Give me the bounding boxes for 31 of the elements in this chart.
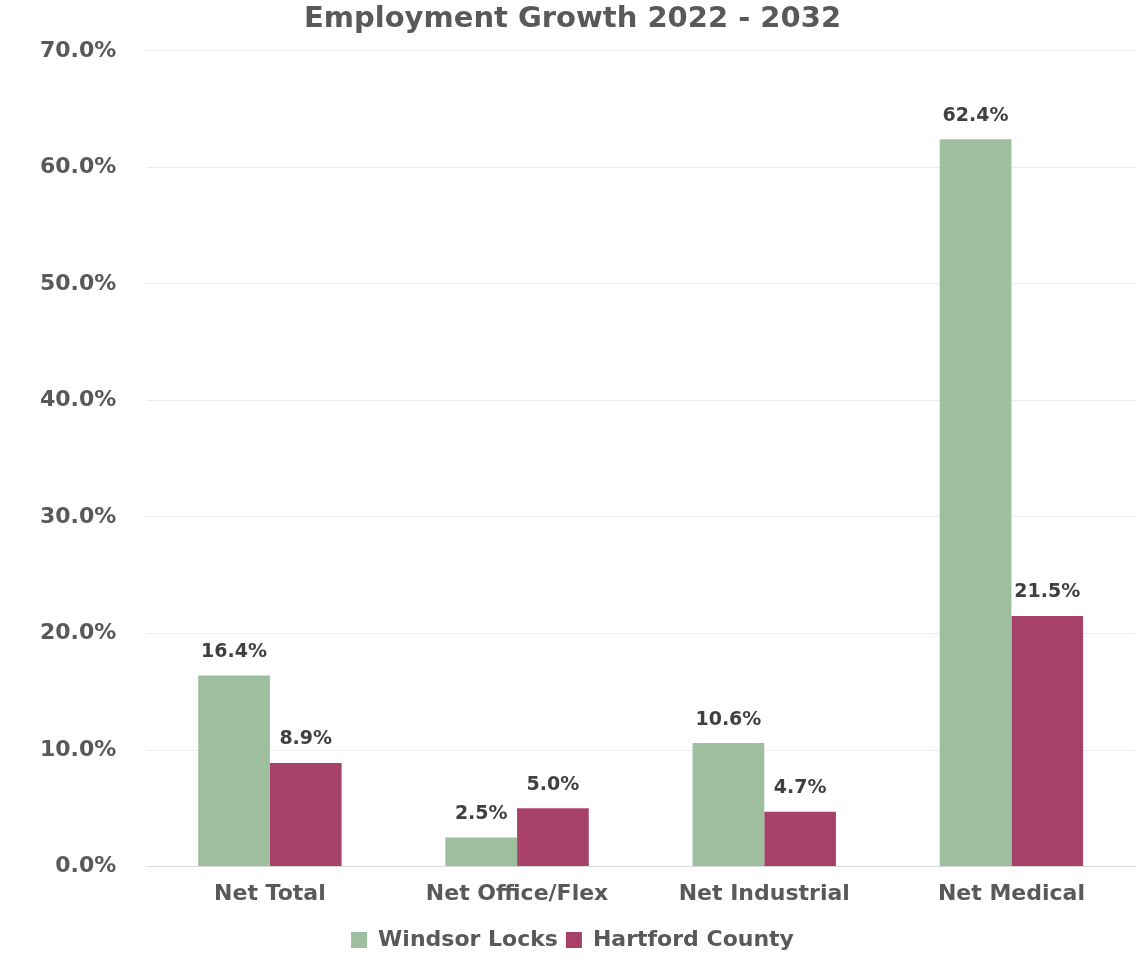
x-tick-label: Net Medical [937, 879, 1085, 905]
data-label: 4.7% [773, 775, 827, 798]
bar [517, 808, 589, 867]
legend-label: Hartford County [592, 925, 794, 951]
bar [198, 675, 270, 867]
data-label: 21.5% [1014, 579, 1081, 602]
legend-label: Windsor Locks [378, 925, 558, 951]
y-tick-label: 10.0% [40, 735, 117, 761]
x-tick-label: Net Industrial [678, 879, 850, 905]
data-label: 5.0% [526, 771, 580, 794]
bar [1011, 616, 1084, 867]
y-tick-label: 70.0% [40, 36, 117, 62]
chart-title: Employment Growth 2022 - 2032 [303, 0, 842, 34]
data-label: 10.6% [695, 706, 762, 729]
y-tick-label: 30.0% [40, 502, 117, 528]
data-label: 16.4% [201, 638, 268, 661]
y-tick-label: 0.0% [55, 852, 117, 878]
y-tick-label: 40.0% [40, 386, 117, 412]
y-tick-label: 60.0% [40, 153, 117, 179]
data-label: 8.9% [279, 726, 333, 749]
y-tick-label: 50.0% [40, 269, 117, 295]
bar [269, 762, 342, 867]
data-label: 62.4% [942, 102, 1009, 125]
bar [764, 811, 836, 867]
x-tick-label: Net Total [214, 879, 326, 905]
x-tick-label: Net Office/Flex [425, 879, 609, 905]
bar [692, 743, 765, 867]
bar [939, 139, 1012, 867]
bar [445, 837, 518, 867]
y-tick-label: 20.0% [40, 619, 117, 645]
data-label: 2.5% [454, 800, 508, 823]
